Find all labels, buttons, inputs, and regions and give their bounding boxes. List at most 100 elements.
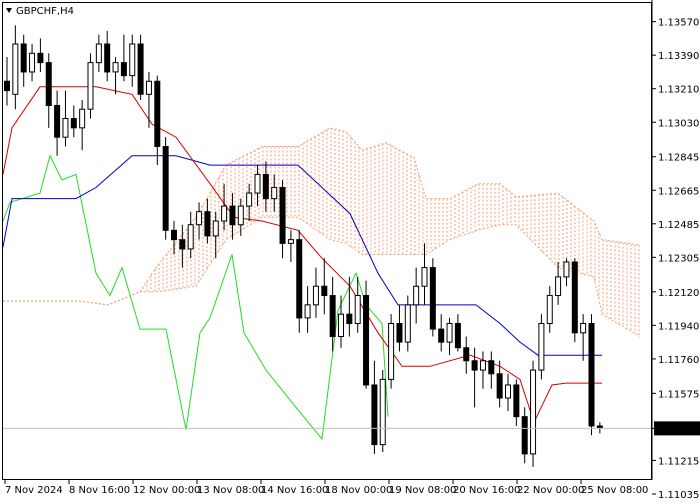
candle bbox=[379, 370, 386, 453]
candle-body-bullish bbox=[254, 173, 261, 194]
price-badge-box bbox=[654, 421, 700, 436]
x-tick-label: 22 Nov 00:00 bbox=[517, 485, 584, 496]
candle bbox=[62, 90, 69, 147]
candle-body-bearish bbox=[20, 43, 27, 73]
candle-body-bullish bbox=[530, 369, 537, 455]
candle-body-bearish bbox=[521, 416, 528, 455]
candle bbox=[70, 105, 77, 138]
candle-body-bearish bbox=[321, 285, 328, 297]
candle-body-bullish bbox=[187, 224, 194, 250]
candle-body-bearish bbox=[454, 322, 461, 349]
candle bbox=[396, 304, 403, 352]
candle-body-bearish bbox=[513, 384, 520, 418]
candle bbox=[371, 360, 378, 454]
candle-body-bullish bbox=[112, 62, 119, 73]
candle bbox=[4, 57, 10, 106]
y-tick-label: 1.13210 bbox=[658, 85, 699, 96]
senkou-span-a bbox=[3, 127, 641, 306]
candle-body-bearish bbox=[4, 80, 10, 92]
candle-body-bullish bbox=[580, 322, 587, 334]
candle-body-bullish bbox=[354, 295, 361, 324]
candle-body-bullish bbox=[246, 192, 253, 207]
y-tick-label: 1.12485 bbox=[658, 220, 699, 231]
candle bbox=[338, 295, 344, 348]
candle bbox=[287, 230, 294, 262]
candle bbox=[162, 137, 169, 240]
candle bbox=[79, 99, 86, 151]
candle bbox=[137, 34, 144, 100]
candle bbox=[454, 314, 461, 352]
candle bbox=[229, 193, 236, 240]
candle-body-bullish bbox=[304, 304, 311, 319]
candle-body-bearish bbox=[488, 360, 495, 375]
candle bbox=[221, 183, 228, 231]
candle bbox=[588, 314, 595, 436]
candle bbox=[429, 258, 436, 337]
candle-body-bearish bbox=[137, 43, 144, 95]
candle bbox=[546, 286, 553, 333]
chart-frame bbox=[2, 0, 653, 480]
candle-body-bearish bbox=[54, 104, 61, 138]
candle bbox=[95, 34, 102, 72]
candle-body-bearish bbox=[179, 239, 186, 250]
candle bbox=[154, 75, 161, 166]
y-tick-label: 1.11035 bbox=[658, 490, 699, 500]
candle bbox=[421, 243, 428, 305]
candle bbox=[20, 34, 27, 87]
candle bbox=[321, 258, 328, 315]
candle-body-bullish bbox=[271, 186, 278, 200]
y-tick-label: 1.12305 bbox=[658, 253, 699, 264]
candle bbox=[120, 34, 127, 82]
candle-body-bearish bbox=[371, 384, 378, 446]
candle bbox=[171, 221, 177, 255]
candle-body-bullish bbox=[29, 52, 36, 73]
candle bbox=[463, 336, 470, 374]
candle bbox=[329, 276, 336, 352]
candle bbox=[488, 351, 495, 389]
candle-body-bearish bbox=[162, 145, 169, 231]
candle-body-bullish bbox=[479, 360, 486, 371]
candle-body-bearish bbox=[120, 62, 127, 77]
candle bbox=[446, 317, 453, 356]
dropdown-triangle-icon[interactable] bbox=[6, 8, 12, 13]
candle-body-bullish bbox=[79, 108, 86, 129]
candle-body-bullish bbox=[12, 43, 19, 95]
candle-body-bearish bbox=[37, 52, 44, 64]
candle bbox=[112, 57, 119, 95]
candle bbox=[279, 180, 286, 259]
candle bbox=[312, 267, 319, 318]
candle-body-bearish bbox=[571, 261, 578, 334]
candle bbox=[513, 379, 520, 426]
candle-body-bullish bbox=[338, 313, 344, 338]
x-tick-label: 18 Nov 00:00 bbox=[325, 485, 392, 496]
candle bbox=[196, 202, 203, 240]
x-tick-label: 8 Nov 16:00 bbox=[69, 485, 130, 496]
candle-body-bearish bbox=[204, 211, 211, 237]
x-tick-label: 13 Nov 08:00 bbox=[197, 485, 264, 496]
candle bbox=[580, 314, 587, 361]
candle bbox=[45, 53, 52, 128]
candle bbox=[29, 43, 36, 82]
x-tick-label: 19 Nov 08:00 bbox=[389, 485, 456, 496]
candle bbox=[87, 53, 94, 119]
current-price-badge: 1.11387 bbox=[654, 421, 700, 436]
y-tick-label: 1.13030 bbox=[658, 118, 699, 129]
x-tick-label: 25 Nov 08:00 bbox=[581, 485, 648, 496]
candle bbox=[363, 280, 370, 389]
candle-body-bullish bbox=[312, 285, 319, 306]
candle bbox=[438, 314, 445, 352]
candle-body-bullish bbox=[87, 62, 94, 110]
candle-body-bearish bbox=[438, 328, 445, 343]
candles bbox=[4, 25, 603, 467]
candle bbox=[563, 258, 570, 287]
candle-body-bullish bbox=[388, 322, 395, 380]
y-tick-label: 1.11940 bbox=[658, 321, 699, 332]
candle bbox=[179, 224, 186, 268]
candle-body-bearish bbox=[596, 425, 603, 429]
candle bbox=[471, 347, 478, 408]
candle-body-bullish bbox=[62, 118, 69, 138]
